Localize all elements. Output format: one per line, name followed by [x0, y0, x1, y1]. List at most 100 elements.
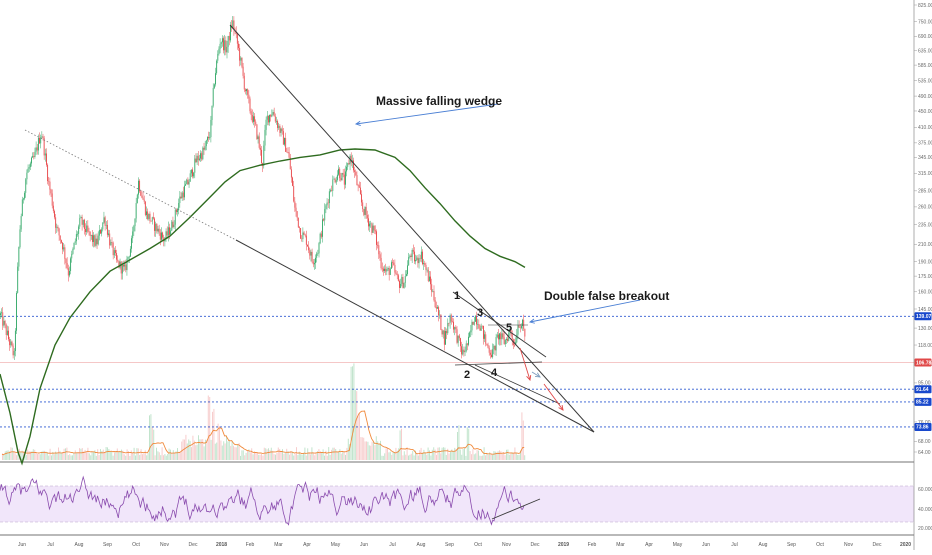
candle-body	[100, 229, 101, 234]
volume-bar	[156, 447, 157, 460]
volume-bar	[27, 449, 29, 460]
volume-bar	[472, 449, 474, 460]
volume-bar	[115, 451, 117, 460]
time-label: Feb	[246, 542, 255, 548]
candle-body	[67, 268, 69, 276]
volume-bar	[203, 446, 205, 460]
candle-body	[139, 180, 141, 192]
volume-bar	[45, 451, 47, 460]
volume-bar	[119, 450, 121, 460]
price-badge	[914, 312, 932, 321]
candle-body	[488, 347, 490, 353]
volume-bar	[268, 448, 269, 460]
volume-bar	[459, 449, 461, 460]
volume-bar	[487, 454, 489, 460]
volume-bar	[450, 451, 451, 460]
candle-body	[232, 20, 234, 28]
candle-body	[266, 115, 268, 120]
candle-body	[277, 120, 279, 128]
volume-bar	[34, 449, 36, 460]
volume-bar	[272, 450, 274, 460]
candle-body	[143, 199, 145, 202]
candle-body	[487, 344, 489, 348]
volume-bar	[329, 454, 331, 460]
volume-bar	[294, 453, 296, 460]
breakout-arrow-head	[528, 318, 535, 324]
candle-body	[265, 119, 267, 130]
candle-body	[403, 282, 405, 288]
candle-body	[200, 153, 201, 159]
volume-bar	[445, 454, 447, 460]
candle-body	[432, 291, 434, 292]
volume-bar	[324, 455, 325, 460]
volume-bar	[241, 450, 243, 460]
volume-bar	[93, 452, 94, 460]
volume-bar	[258, 454, 260, 460]
volume-bar	[308, 452, 310, 460]
candle-body	[463, 349, 465, 353]
candle-body	[108, 233, 109, 235]
candle-body	[129, 248, 131, 257]
volume-bar	[88, 453, 90, 460]
volume-bar	[249, 452, 251, 460]
candle-body	[468, 336, 469, 345]
volume-bar	[427, 447, 429, 460]
volume-bar	[506, 449, 507, 460]
volume-bar	[273, 454, 275, 460]
candle-body	[313, 262, 315, 265]
candle-body	[227, 35, 229, 47]
volume-bar	[354, 389, 356, 460]
candle-body	[49, 181, 51, 190]
candle-body	[285, 137, 287, 152]
volume-bar	[76, 452, 78, 460]
candle-body	[263, 145, 265, 166]
candle-body	[177, 210, 178, 212]
volume-bar	[352, 366, 353, 460]
candle-body	[116, 253, 118, 260]
volume-bar	[480, 455, 482, 460]
volume-bar	[328, 447, 330, 460]
time-label: May	[673, 542, 683, 548]
volume-bar	[473, 454, 475, 460]
price-badge	[914, 422, 932, 431]
candle-body	[57, 226, 59, 229]
candle-body	[220, 42, 222, 44]
price-badge-label: 139.07	[916, 314, 932, 320]
candle-body	[340, 178, 342, 181]
candle-body	[439, 314, 441, 316]
volume-bar	[72, 455, 73, 460]
candle-body	[228, 35, 230, 41]
volume-bar	[389, 451, 391, 460]
candle-body	[434, 300, 436, 308]
volume-bar	[444, 447, 446, 460]
candle-body	[427, 269, 429, 282]
volume-bar	[426, 454, 428, 460]
volume-bar	[104, 452, 106, 460]
volume-bar	[102, 449, 104, 460]
candle-body	[46, 153, 47, 165]
candle-body	[141, 195, 143, 198]
candle-body	[331, 190, 333, 191]
price-badge	[914, 358, 932, 367]
volume-bar	[193, 440, 195, 460]
volume-bar	[443, 447, 444, 460]
time-label: Nov	[502, 542, 511, 548]
candle-body	[350, 155, 352, 163]
candle-body	[449, 315, 451, 324]
candle-body	[289, 157, 291, 170]
volume-bar	[59, 450, 61, 460]
volume-bar	[447, 448, 449, 460]
volume-bar	[283, 453, 285, 460]
candle-body	[477, 324, 479, 325]
candle-body	[469, 332, 471, 337]
candle-body	[11, 341, 13, 346]
candle-body	[453, 321, 454, 330]
candle-body	[272, 112, 274, 115]
candle-body	[208, 137, 210, 139]
candle-body	[167, 227, 169, 236]
volume-bar	[514, 447, 516, 460]
candle-body	[249, 98, 251, 112]
candle-body	[16, 292, 17, 331]
